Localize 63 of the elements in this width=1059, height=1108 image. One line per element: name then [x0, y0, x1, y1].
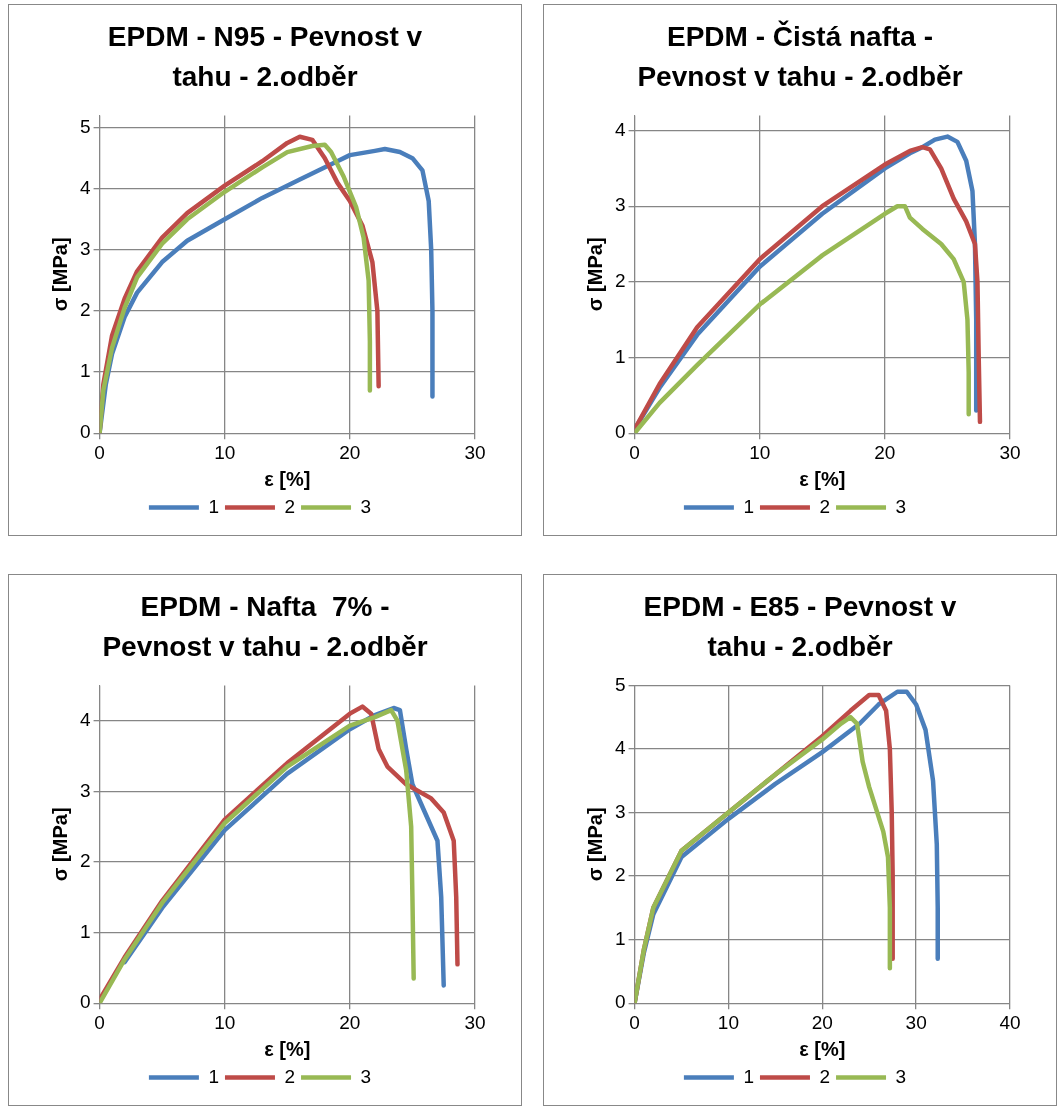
legend-label: 1 — [743, 1065, 754, 1087]
x-tick-label: 0 — [629, 1011, 640, 1033]
y-tick-label: 1 — [614, 927, 626, 949]
x-tick-label: 40 — [999, 1011, 1021, 1033]
x-tick-label: 0 — [94, 1011, 105, 1033]
y-tick-label: 4 — [79, 708, 91, 730]
legend-label: 3 — [360, 1065, 372, 1087]
legend-label: 2 — [284, 1065, 296, 1087]
legend-label: 3 — [895, 495, 907, 517]
x-axis-title: ε [%] — [264, 1037, 311, 1060]
x-tick-label: 10 — [717, 1011, 739, 1033]
legend-label: 1 — [208, 1065, 219, 1087]
x-tick-label: 10 — [214, 1011, 236, 1033]
x-tick-label: 0 — [94, 441, 105, 463]
x-tick-label: 30 — [905, 1011, 927, 1033]
y-axis-title: σ [MPa] — [48, 237, 71, 312]
x-axis-title: ε [%] — [264, 467, 311, 490]
y-tick-label: 2 — [614, 270, 626, 292]
legend-label: 1 — [208, 495, 219, 517]
x-tick-label: 10 — [749, 441, 771, 463]
chart-title: EPDM - Čistá nafta - Pevnost v tahu - 2.odběr — [636, 19, 964, 94]
legend-label: 3 — [360, 495, 372, 517]
legend-label: 1 — [743, 495, 754, 517]
x-tick-label: 10 — [214, 441, 236, 463]
y-tick-label: 4 — [614, 118, 626, 140]
y-tick-label: 1 — [79, 360, 91, 382]
legend-label: 2 — [819, 1065, 831, 1087]
y-axis-title: σ [MPa] — [583, 807, 606, 882]
y-tick-label: 0 — [614, 421, 626, 443]
y-tick-label: 4 — [614, 737, 626, 759]
x-axis-title: ε [%] — [799, 1037, 846, 1060]
legend-label: 2 — [819, 495, 831, 517]
y-tick-label: 0 — [614, 991, 626, 1013]
x-tick-label: 20 — [339, 441, 361, 463]
x-tick-label: 30 — [464, 441, 486, 463]
y-tick-label: 5 — [614, 673, 626, 695]
y-tick-label: 4 — [79, 176, 91, 198]
y-tick-label: 2 — [79, 850, 91, 872]
x-tick-label: 20 — [811, 1011, 833, 1033]
y-tick-label: 0 — [79, 421, 91, 443]
y-axis-title: σ [MPa] — [48, 807, 71, 882]
chart-title: EPDM - Nafta 7% - Pevnost v tahu - 2.odběr — [101, 590, 429, 664]
y-tick-label: 3 — [79, 779, 91, 801]
x-axis-title: ε [%] — [799, 467, 846, 490]
y-tick-label: 3 — [614, 800, 626, 822]
chart-title: EPDM - N95 - Pevnost v tahu - 2.odběr — [106, 20, 424, 94]
legend-label: 2 — [284, 495, 296, 517]
y-axis-title: σ [MPa] — [583, 237, 606, 312]
y-tick-label: 5 — [79, 115, 91, 137]
y-tick-label: 2 — [79, 299, 91, 321]
x-tick-label: 20 — [874, 441, 896, 463]
x-tick-label: 30 — [999, 441, 1021, 463]
chart-title: EPDM - E85 - Pevnost v tahu - 2.odběr — [642, 590, 958, 664]
x-tick-label: 20 — [339, 1011, 361, 1033]
x-tick-label: 30 — [464, 1011, 486, 1033]
y-tick-label: 1 — [614, 345, 626, 367]
y-tick-label: 3 — [79, 238, 91, 260]
y-tick-label: 2 — [614, 864, 626, 886]
legend-label: 3 — [895, 1065, 907, 1087]
y-tick-label: 1 — [79, 920, 91, 942]
y-tick-label: 3 — [614, 194, 626, 216]
x-tick-label: 0 — [629, 441, 640, 463]
y-tick-label: 0 — [79, 991, 91, 1013]
